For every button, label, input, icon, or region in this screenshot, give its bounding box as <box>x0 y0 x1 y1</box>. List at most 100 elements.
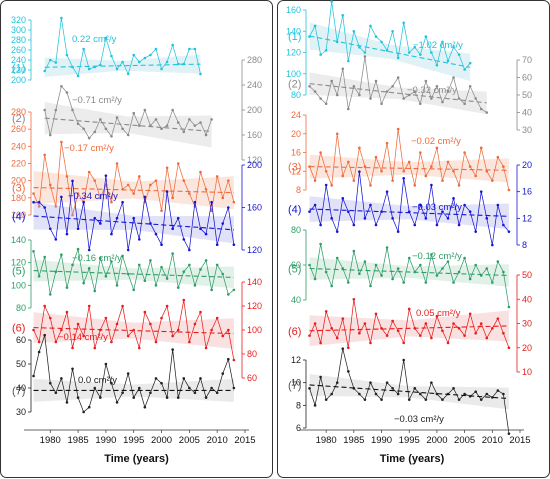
data-point <box>441 179 444 182</box>
data-point <box>182 130 186 134</box>
x-tick-label: 1985 <box>343 435 364 446</box>
y-tick-label: 60 <box>522 73 532 83</box>
y-tick-label: 12 <box>291 355 301 365</box>
data-point <box>143 279 147 283</box>
data-point <box>87 248 91 252</box>
data-point <box>71 346 74 350</box>
data-point <box>87 267 91 270</box>
data-point <box>413 387 417 390</box>
data-point <box>54 61 58 64</box>
data-point <box>165 396 169 399</box>
data-point <box>430 381 433 384</box>
data-point <box>126 272 130 276</box>
data-point <box>446 341 450 345</box>
data-point <box>358 170 361 173</box>
y-tick-label: 6 <box>296 423 301 433</box>
data-point <box>507 188 511 192</box>
data-point <box>121 127 124 131</box>
data-point <box>87 170 91 174</box>
data-point <box>319 53 322 56</box>
trend-line <box>309 267 509 277</box>
data-point <box>65 310 69 314</box>
data-point <box>232 386 236 390</box>
data-point <box>115 162 119 165</box>
data-point <box>341 14 345 17</box>
data-point <box>54 238 58 241</box>
data-point <box>76 192 80 195</box>
x-tick-label: 1985 <box>68 435 89 446</box>
data-point <box>502 165 505 168</box>
data-point <box>160 316 163 320</box>
series-3: −0.17 cm²/y (3) 160 180 200 220 240 260 280 <box>11 107 236 220</box>
data-point <box>347 281 350 284</box>
data-point <box>82 281 85 285</box>
x-tick-label: 2005 <box>454 435 475 446</box>
data-point <box>319 242 322 246</box>
data-point <box>358 93 361 97</box>
data-point <box>457 270 461 274</box>
data-point <box>352 249 356 253</box>
data-point <box>121 60 124 64</box>
series-label: (1) <box>12 62 25 74</box>
data-point <box>182 298 186 302</box>
data-point <box>463 68 466 71</box>
data-point <box>457 223 461 227</box>
left-panel: 0.22 cm²/y(1)200220240260280300320−0.71 … <box>0 0 273 478</box>
data-point <box>176 286 180 289</box>
data-point <box>430 97 433 100</box>
data-point <box>43 255 46 259</box>
data-point <box>385 246 389 249</box>
data-point <box>82 410 85 414</box>
data-point <box>419 151 422 154</box>
data-point <box>374 155 378 159</box>
data-point <box>176 328 180 332</box>
data-point <box>160 381 163 385</box>
data-point <box>137 124 141 127</box>
data-point <box>48 58 52 62</box>
trend-line <box>44 117 212 132</box>
y-tick-label: 8 <box>296 185 301 195</box>
data-point <box>210 118 213 121</box>
data-point <box>313 277 317 281</box>
data-point <box>396 127 400 131</box>
data-point <box>324 102 328 106</box>
data-point <box>468 312 472 316</box>
y-tick-label: 280 <box>11 107 26 117</box>
series-2: −0.32 cm²/y (2) 30 40 50 60 70 <box>288 55 532 135</box>
data-point <box>380 40 383 44</box>
series-label: (1) <box>288 31 301 43</box>
data-point <box>171 227 174 231</box>
data-point <box>474 230 477 233</box>
data-point <box>391 319 394 323</box>
data-point <box>193 391 197 395</box>
data-point <box>385 381 389 384</box>
y-tick-label: 160 <box>247 203 262 213</box>
trend-label: 0.0 cm²/y <box>78 375 117 386</box>
data-point <box>463 203 466 207</box>
y-tick-label: 24 <box>291 110 301 120</box>
trend-label: 0.05 cm²/y <box>416 308 461 319</box>
series-label: (7) <box>288 380 301 392</box>
data-point <box>491 179 494 182</box>
y-tick-label: 10 <box>291 378 301 388</box>
x-axis-title: Time (years) <box>380 453 445 465</box>
data-point <box>132 216 136 220</box>
data-point <box>210 386 213 390</box>
x-tick-label: 2000 <box>426 435 447 446</box>
data-point <box>313 90 317 93</box>
data-point <box>463 151 466 154</box>
trend-label: −1.02 cm²/y <box>413 40 463 51</box>
y-tick-label: 280 <box>11 35 26 45</box>
data-point <box>435 146 439 150</box>
data-point <box>463 102 466 106</box>
data-point <box>424 398 428 401</box>
x-tick-label: 1995 <box>399 435 420 446</box>
data-point <box>182 377 186 380</box>
data-point <box>126 72 130 76</box>
data-point <box>347 107 350 111</box>
data-point <box>193 200 197 204</box>
data-point <box>60 328 63 332</box>
data-point <box>319 341 322 345</box>
data-point <box>491 396 494 399</box>
series-label: (2) <box>12 113 25 125</box>
